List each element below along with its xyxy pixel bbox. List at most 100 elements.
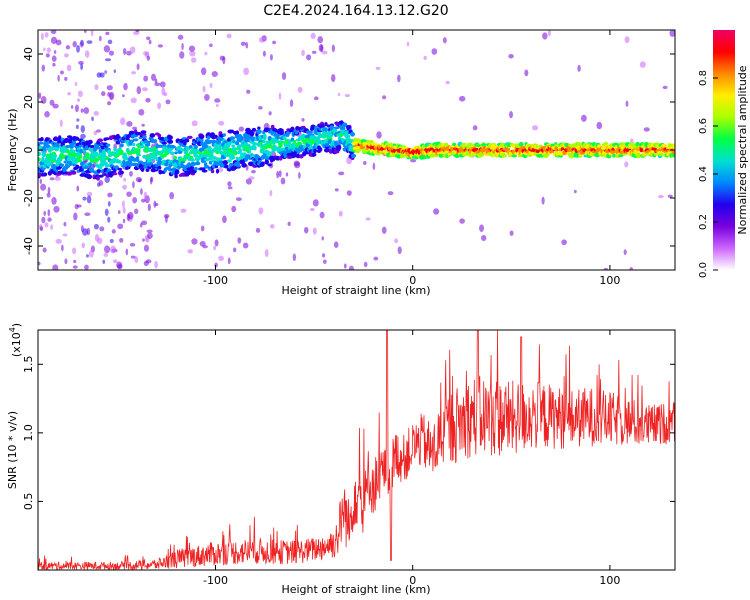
y-tick-label: 20 — [22, 95, 35, 109]
noise-blob — [459, 95, 466, 102]
ridge-point — [38, 151, 41, 156]
ridge-point — [115, 159, 122, 164]
ridge-point — [295, 125, 300, 131]
noise-blob — [262, 50, 266, 57]
y-tick-label: 1.5 — [22, 356, 35, 374]
ridge-point — [69, 142, 74, 148]
noise-blob — [643, 127, 650, 132]
noise-blob — [50, 36, 58, 45]
ridge-point — [173, 155, 177, 160]
noise-blob — [129, 46, 136, 54]
ridge-point — [661, 143, 668, 148]
noise-blob — [542, 32, 548, 40]
ridge-point — [246, 150, 252, 154]
noise-blob — [154, 261, 158, 269]
noise-blob — [524, 69, 529, 77]
ridge-point — [157, 165, 162, 170]
noise-blob — [387, 191, 394, 196]
colorbar-tick-label: 0.2 — [698, 214, 709, 230]
ridge-point — [251, 127, 257, 132]
noise-blob — [214, 98, 221, 103]
noise-blob — [310, 32, 316, 40]
noise-blob — [154, 78, 158, 84]
noise-blob — [191, 238, 198, 245]
ridge-point — [142, 135, 147, 139]
ridge-point — [136, 153, 141, 157]
ridge-point — [203, 164, 210, 169]
noise-blob — [397, 74, 401, 83]
ridge-point — [145, 168, 150, 173]
ridge-point — [58, 135, 62, 141]
ridge-point — [146, 140, 151, 146]
ridge-point — [117, 167, 122, 171]
colorbar-bar — [713, 30, 735, 270]
ridge-point — [231, 144, 236, 148]
ridge-point — [140, 167, 145, 172]
noise-blob — [343, 263, 347, 269]
noise-blob — [49, 177, 55, 181]
noise-blob — [80, 125, 85, 133]
noise-blob — [125, 248, 129, 256]
ridge-point — [104, 137, 110, 141]
noise-blob — [146, 229, 153, 233]
ridge-point — [255, 129, 262, 135]
ridge-point — [577, 142, 582, 147]
noise-blob — [245, 178, 252, 185]
noise-blob — [337, 92, 341, 97]
noise-blob — [80, 63, 84, 71]
noise-blob — [130, 255, 136, 259]
ridge-point — [224, 164, 229, 169]
ridge-point — [294, 147, 298, 152]
noise-blob — [73, 212, 78, 221]
noise-blob — [102, 259, 106, 264]
noise-blob — [293, 161, 301, 169]
noise-blob — [39, 178, 43, 185]
noise-blob — [375, 66, 381, 70]
noise-blob — [276, 170, 280, 179]
ridge-point — [268, 151, 274, 156]
noise-blob — [43, 47, 46, 52]
noise-blob — [190, 57, 197, 63]
ridge-point — [161, 141, 168, 145]
ridge-point — [69, 149, 76, 154]
noise-blob — [181, 42, 184, 51]
ridge-point — [42, 172, 48, 177]
noise-blob — [105, 31, 110, 36]
ridge-point — [267, 163, 272, 167]
noise-blob — [287, 221, 291, 227]
noise-blob — [109, 91, 115, 100]
noise-blob — [258, 36, 265, 43]
noise-blob — [191, 120, 198, 127]
noise-blob — [129, 170, 133, 177]
noise-blob — [311, 50, 317, 54]
noise-blob — [117, 264, 123, 270]
noise-blob — [143, 75, 149, 82]
noise-blob — [119, 237, 124, 243]
ridge-point — [104, 163, 110, 168]
ridge-point — [193, 167, 198, 171]
ridge-point — [198, 147, 205, 152]
noise-blob — [140, 198, 146, 203]
ridge-point — [70, 170, 77, 175]
noise-blob — [72, 41, 77, 48]
noise-blob — [76, 185, 80, 192]
ridge-point — [41, 158, 45, 163]
noise-blob — [442, 37, 447, 44]
ridge-point — [126, 163, 133, 167]
noise-blob — [573, 189, 577, 194]
y-tick-label: 0.5 — [22, 493, 35, 511]
ridge-point — [75, 164, 80, 170]
noise-blob — [459, 218, 465, 224]
y-tick-label: 40 — [22, 47, 35, 61]
noise-blob — [122, 206, 126, 214]
ridge-point — [186, 170, 192, 175]
spectrogram-ylabel: Frequency (Hz) — [6, 109, 19, 192]
noise-blob — [139, 222, 143, 228]
noise-blob — [80, 39, 84, 47]
ridge-point — [115, 140, 120, 145]
ridge-point — [170, 145, 176, 149]
ridge-point — [88, 146, 93, 152]
noise-blob — [268, 111, 272, 116]
noise-blob — [49, 99, 55, 106]
noise-blob — [147, 232, 153, 239]
